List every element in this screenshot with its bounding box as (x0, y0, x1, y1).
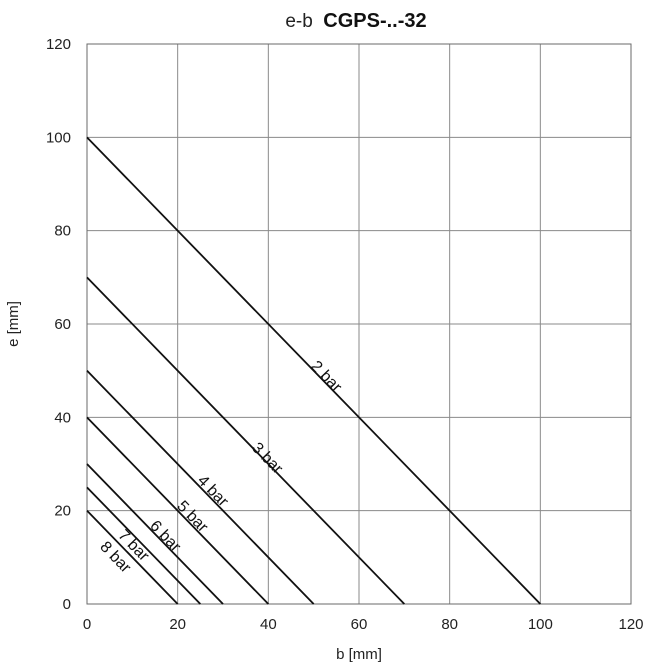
x-tick-label: 40 (260, 616, 277, 633)
y-tick-label: 60 (54, 316, 71, 333)
grid (87, 44, 631, 604)
x-tick-label: 100 (528, 616, 553, 633)
series-line (86, 370, 315, 605)
plot-frame (86, 43, 632, 605)
series-line (86, 136, 541, 605)
x-tick-label: 80 (441, 616, 458, 633)
series-line (86, 510, 179, 605)
y-tick-label: 120 (46, 36, 71, 53)
series-label: 2 bar (307, 358, 345, 396)
chart-title-main: CGPS-..-32 (323, 10, 426, 32)
x-tick-label: 20 (169, 616, 186, 633)
series-line (86, 276, 405, 605)
y-tick-label: 20 (54, 503, 71, 520)
y-tick-label: 100 (46, 129, 71, 146)
x-tick-label: 0 (83, 616, 91, 633)
series-label: 5 bar (173, 498, 211, 536)
y-tick-labels: 0 20 40 60 80 100 120 (46, 36, 71, 613)
series-label: 6 bar (146, 517, 184, 555)
series-line (86, 486, 201, 605)
y-tick-label: 0 (63, 596, 71, 613)
chart-title: e-b CGPS-..-32 (285, 10, 426, 32)
x-tick-label: 120 (618, 616, 643, 633)
y-axis-label: e [mm] (5, 301, 22, 347)
series-label: 4 bar (194, 472, 232, 510)
series-line (86, 463, 224, 605)
y-tick-label: 40 (54, 409, 71, 426)
x-tick-label: 60 (351, 616, 368, 633)
x-axis-label: b [mm] (336, 646, 382, 663)
series-label: 3 bar (248, 440, 286, 478)
series-line (86, 416, 269, 605)
series-group (86, 136, 541, 605)
y-tick-label: 80 (54, 223, 71, 240)
x-tick-labels: 0 20 40 60 80 100 120 (83, 616, 644, 633)
chart-title-prefix: e-b (285, 11, 312, 32)
